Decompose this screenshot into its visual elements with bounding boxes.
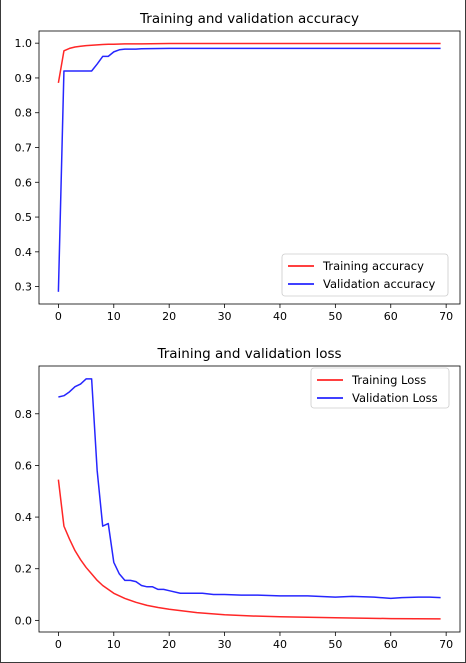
y-tick-label: 0.3 bbox=[15, 281, 33, 294]
x-tick-label: 40 bbox=[273, 638, 287, 651]
plot-area bbox=[38, 30, 461, 305]
legend: Training accuracy Validation accuracy bbox=[281, 253, 449, 297]
x-tick-label: 0 bbox=[55, 310, 62, 323]
x-tick-label: 70 bbox=[439, 638, 453, 651]
x-tick-label: 10 bbox=[107, 638, 121, 651]
y-tick-label: 0.6 bbox=[15, 176, 33, 189]
legend-entry: Validation Loss bbox=[352, 391, 438, 405]
plot-area bbox=[38, 365, 461, 633]
y-tick-label: 0.8 bbox=[15, 107, 33, 120]
x-tick-label: 10 bbox=[107, 310, 121, 323]
y-tick-label: 0.6 bbox=[15, 459, 33, 472]
x-tick-label: 40 bbox=[273, 310, 287, 323]
legend-box bbox=[310, 367, 450, 409]
chart-title: Training and validation loss bbox=[156, 346, 341, 362]
y-tick-label: 0.4 bbox=[15, 511, 33, 524]
y-tick-label: 0.5 bbox=[15, 211, 33, 224]
legend-entry: Training accuracy bbox=[322, 259, 424, 273]
y-tick-label: 0.0 bbox=[15, 614, 33, 627]
series-line-validation-loss bbox=[58, 378, 441, 600]
chart-0: Training and validation accuracy 0 10 20 30 4… bbox=[15, 11, 461, 323]
series-line-training-loss bbox=[57, 479, 441, 620]
x-tick-label: 30 bbox=[218, 310, 232, 323]
x-tick-label: 70 bbox=[439, 310, 453, 323]
y-tick-label: 0.2 bbox=[15, 563, 33, 576]
y-tick-label: 0.4 bbox=[15, 246, 33, 259]
x-tick-label: 0 bbox=[55, 638, 62, 651]
legend-entry: Training Loss bbox=[351, 373, 426, 387]
x-tick-label: 60 bbox=[384, 638, 398, 651]
y-tick-label: 0.7 bbox=[15, 142, 33, 155]
legend-box bbox=[281, 253, 449, 297]
series-line-training-accuracy bbox=[57, 42, 441, 83]
x-tick-label: 30 bbox=[218, 638, 232, 651]
y-tick-label: 1.0 bbox=[15, 37, 33, 50]
y-tick-label: 0.9 bbox=[15, 72, 33, 85]
series-line-validation-accuracy bbox=[57, 47, 441, 292]
legend: Training Loss Validation Loss bbox=[310, 367, 450, 409]
chart-1: Training and validation loss 0 10 20 30 40 50 6… bbox=[15, 346, 461, 651]
x-tick-label: 20 bbox=[162, 310, 176, 323]
x-tick-label: 50 bbox=[328, 638, 342, 651]
chart-title: Training and validation accuracy bbox=[139, 11, 359, 27]
legend-entry: Validation accuracy bbox=[323, 277, 436, 291]
x-tick-label: 20 bbox=[162, 638, 176, 651]
x-tick-label: 50 bbox=[328, 310, 342, 323]
x-tick-label: 60 bbox=[384, 310, 398, 323]
y-tick-label: 0.8 bbox=[15, 408, 33, 421]
